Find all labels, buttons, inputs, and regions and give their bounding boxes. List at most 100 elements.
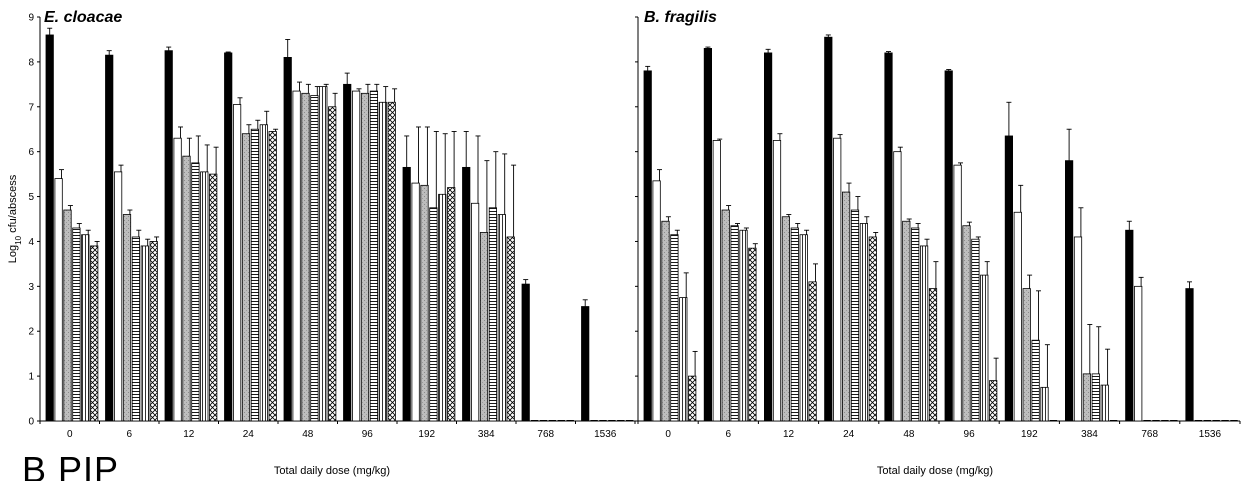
bar: [989, 380, 998, 422]
bar: [182, 155, 191, 422]
bar: [953, 164, 962, 422]
bar: [688, 375, 697, 422]
bar: [90, 245, 99, 422]
bar: [191, 162, 200, 422]
bar: [241, 133, 251, 422]
bar: [462, 166, 471, 422]
bar: [703, 48, 713, 422]
bar: [643, 70, 652, 422]
chart-panel-2: 0 6 12 24 48 96 192 384 768 1536 B. fragilis Total …: [635, 9, 1241, 477]
bar: [420, 184, 429, 422]
bar: [980, 274, 989, 422]
x-tick-label: 96: [964, 429, 976, 440]
bar: [140, 245, 149, 422]
bar: [893, 151, 902, 422]
bar: [45, 34, 54, 422]
bar: [114, 171, 123, 422]
bar: [971, 238, 980, 422]
bar: [488, 207, 498, 422]
bar: [944, 70, 953, 422]
bar: [149, 241, 158, 422]
bar: [739, 229, 748, 422]
bar: [351, 90, 361, 422]
y-axis-title: Log10 cfu/abscess: [7, 174, 23, 263]
y-tick-label: 1: [28, 372, 34, 383]
bar: [360, 92, 370, 422]
bar: [319, 86, 328, 422]
x-tick-label: 0: [67, 429, 73, 440]
bar: [928, 288, 938, 422]
bar: [670, 234, 679, 422]
bar: [661, 220, 670, 422]
bar: [411, 182, 420, 422]
bar: [72, 227, 81, 422]
figure-panel-label: B PIP: [22, 452, 120, 481]
bar: [283, 57, 292, 422]
x-tick-label: 24: [843, 429, 855, 440]
bar: [209, 173, 218, 422]
bar: [232, 104, 242, 422]
bar: [259, 124, 268, 422]
y-tick-label: 6: [28, 147, 34, 158]
bar: [911, 227, 920, 422]
bar: [447, 187, 456, 422]
panel-title: B. fragilis: [644, 9, 717, 26]
bar: [790, 227, 799, 422]
x-tick-label: 1536: [1199, 429, 1222, 440]
y-tick-label: 3: [28, 282, 34, 293]
x-tick-label: 0: [665, 429, 671, 440]
bar: [105, 54, 114, 422]
bar: [224, 52, 233, 422]
x-tick-label: 6: [726, 429, 732, 440]
bar: [1013, 211, 1022, 422]
x-tick-label: 12: [183, 429, 195, 440]
bar: [429, 207, 438, 422]
bar: [764, 52, 773, 422]
bar: [164, 50, 173, 422]
bar: [859, 223, 869, 422]
bar: [378, 101, 387, 422]
x-axis-title: Total daily dose (mg/kg): [274, 465, 390, 477]
bar: [808, 281, 817, 422]
bar: [824, 36, 833, 422]
bar: [173, 137, 182, 422]
x-tick-label: 12: [783, 429, 795, 440]
bar: [521, 283, 530, 422]
bar: [387, 101, 396, 422]
x-tick-label: 6: [126, 429, 132, 440]
bar: [268, 131, 277, 422]
bar: [310, 95, 319, 422]
bar: [470, 202, 480, 422]
bar: [1031, 339, 1040, 422]
x-tick-label: 192: [418, 429, 435, 440]
bar: [54, 178, 63, 422]
bar: [402, 166, 411, 422]
y-tick-label: 9: [28, 13, 34, 24]
x-tick-label: 48: [903, 429, 915, 440]
bar: [748, 247, 757, 422]
y-tick-label: 7: [28, 102, 34, 113]
x-tick-label: 1536: [594, 429, 617, 440]
bar: [1134, 285, 1143, 422]
bar: [250, 128, 259, 422]
bar: [292, 90, 301, 422]
bar: [343, 83, 352, 422]
bar: [81, 234, 90, 422]
bar: [1073, 236, 1083, 422]
bar: [920, 245, 929, 422]
bar: [497, 214, 506, 422]
bar: [506, 236, 515, 422]
y-tick-label: 5: [28, 192, 34, 203]
bar: [962, 225, 971, 422]
bar: [730, 225, 739, 422]
bar: [63, 209, 72, 422]
bar: [1185, 288, 1194, 422]
bar: [1022, 288, 1031, 422]
x-tick-label: 768: [1141, 429, 1158, 440]
bar: [850, 209, 860, 422]
panel-title: E. cloacae: [44, 9, 122, 26]
bar: [868, 236, 877, 422]
bar: [1040, 386, 1049, 422]
x-axis-title: Total daily dose (mg/kg): [877, 465, 993, 477]
